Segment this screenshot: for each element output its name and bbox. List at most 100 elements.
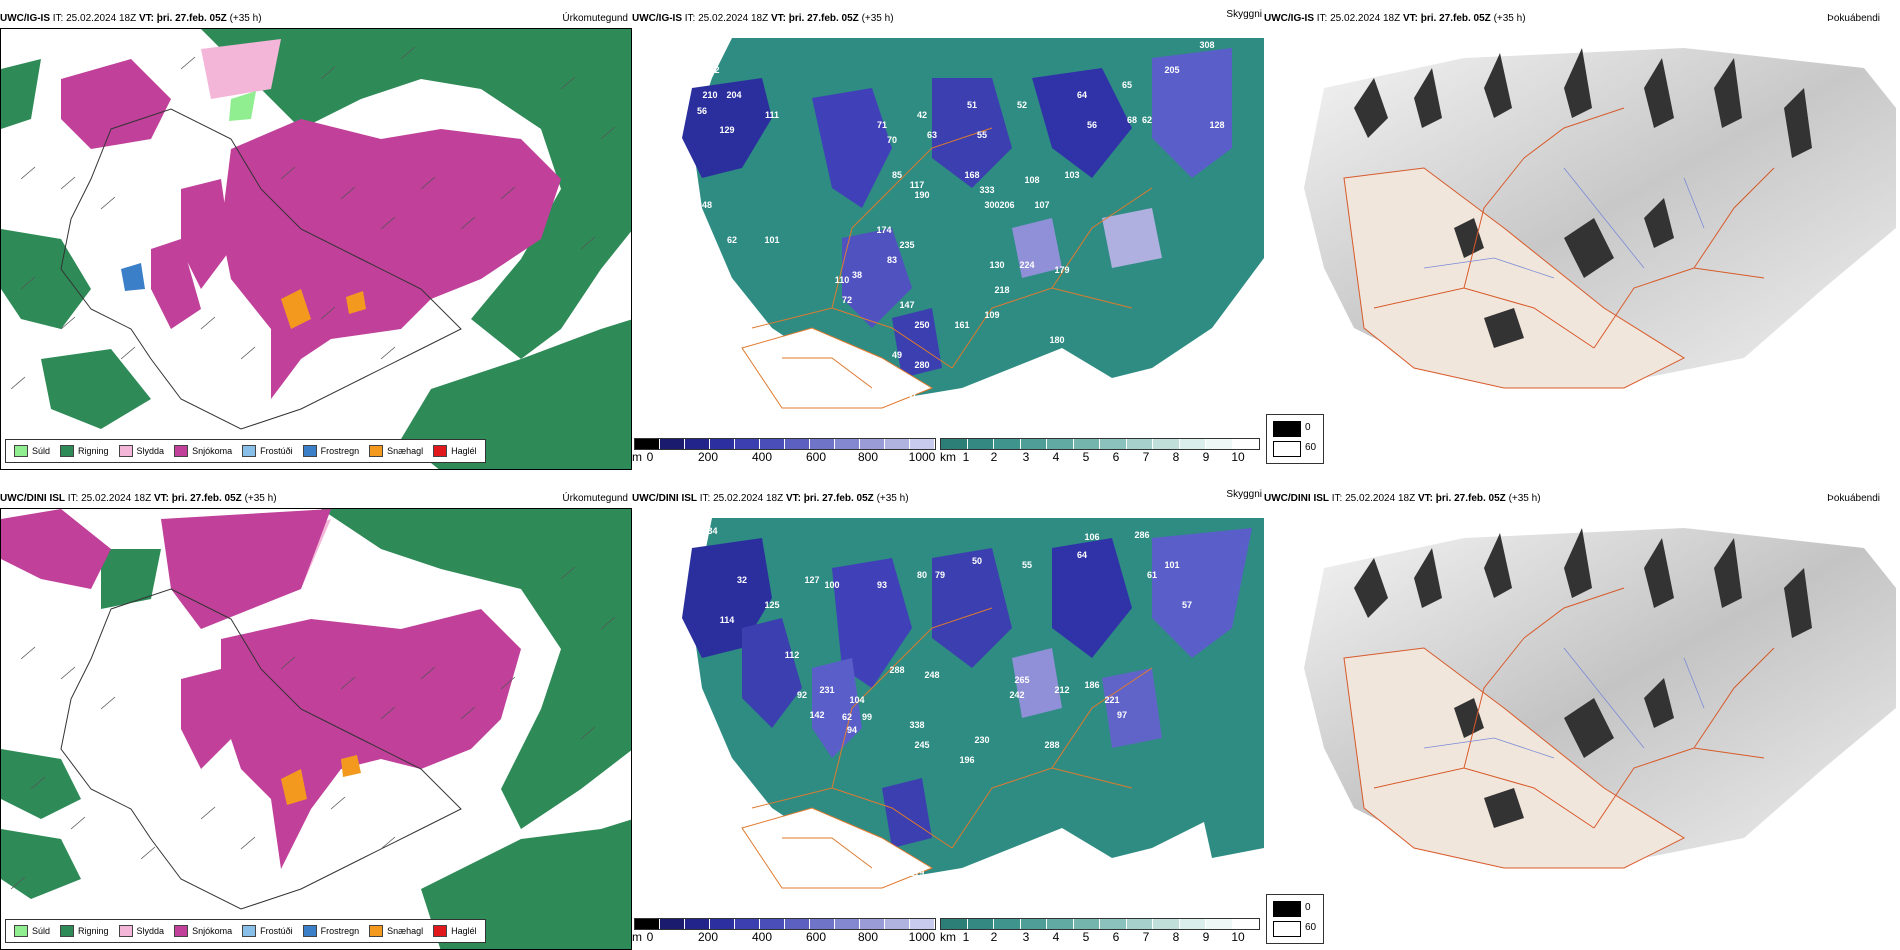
visibility-colorbar: m 0 200 400 600 800 1000 km 1 2 3 4 5 6 … — [632, 918, 1264, 948]
svg-text:112: 112 — [785, 650, 800, 660]
svg-text:125: 125 — [764, 600, 779, 610]
colorbar-tick: 6 — [1112, 930, 1120, 944]
colorbar-tick: 0 — [646, 450, 654, 464]
fog-label-high: 0 — [1305, 902, 1311, 913]
fog-map — [1264, 508, 1896, 950]
panel-title: Þokuábendi — [1827, 493, 1880, 504]
init-time-label: IT: — [1316, 13, 1328, 24]
lead-time: (+35 h) — [876, 493, 909, 504]
colorbar-tick: 2 — [990, 450, 998, 464]
legend-label: Rigning — [78, 446, 109, 456]
colorbar-tick: 6 — [1112, 450, 1120, 464]
panel-header: UWC/IG-IS IT: 25.02.2024 18Z VT: þri. 27… — [1264, 10, 1896, 28]
svg-text:119: 119 — [910, 868, 925, 878]
svg-text:103: 103 — [1064, 170, 1079, 180]
svg-text:94: 94 — [847, 725, 857, 735]
legend-swatch — [118, 925, 133, 937]
init-time-label: IT: — [52, 13, 64, 24]
svg-text:196: 196 — [959, 755, 974, 765]
svg-text:308: 308 — [1199, 40, 1214, 50]
colorbar-tick: 5 — [1082, 450, 1090, 464]
legend-swatch — [174, 925, 189, 937]
fog-label-low: 60 — [1305, 442, 1317, 453]
svg-text:161: 161 — [954, 320, 969, 330]
svg-text:117: 117 — [910, 180, 925, 190]
svg-text:288: 288 — [889, 665, 904, 675]
model-name: UWC/IG-IS — [1264, 13, 1314, 24]
colorbar-tick: 1 — [962, 930, 970, 944]
svg-text:65: 65 — [1122, 80, 1132, 90]
legend-item: Snjókoma — [174, 445, 232, 457]
colorbar-tick: 7 — [1142, 450, 1150, 464]
svg-text:101: 101 — [764, 235, 779, 245]
legend-swatch — [60, 445, 75, 457]
legend-label: Snjókoma — [192, 446, 233, 456]
svg-text:114: 114 — [720, 615, 735, 625]
svg-text:111: 111 — [765, 110, 779, 120]
svg-text:333: 333 — [979, 185, 994, 195]
precip-type-panel-2: UWC/DINI ISL IT: 25.02.2024 18Z VT: þri.… — [0, 490, 632, 950]
svg-text:100: 100 — [824, 580, 839, 590]
svg-text:32: 32 — [737, 575, 747, 585]
svg-text:50: 50 — [972, 556, 982, 566]
legend-label: Rigning — [78, 926, 109, 936]
svg-text:107: 107 — [1034, 200, 1049, 210]
legend-item: Rigning — [60, 925, 109, 937]
lead-time: (+35 h) — [1508, 493, 1541, 504]
svg-text:221: 221 — [1104, 695, 1119, 705]
init-time: 25.02.2024 18Z — [1345, 493, 1416, 504]
svg-text:212: 212 — [1054, 685, 1069, 695]
fog-legend: 0 60 — [1266, 894, 1324, 944]
legend-label: Súld — [32, 926, 51, 936]
visibility-km-bar — [940, 438, 1260, 450]
colorbar-tick: 1000 — [908, 450, 936, 464]
svg-text:64: 64 — [1077, 90, 1087, 100]
colorbar-tick: 200 — [697, 450, 719, 464]
valid-time-label: VT: — [138, 13, 154, 24]
svg-text:92: 92 — [797, 690, 807, 700]
fog-map — [1264, 28, 1896, 470]
svg-text:218: 218 — [994, 285, 1009, 295]
legend-swatch — [433, 925, 448, 937]
svg-text:147: 147 — [899, 300, 914, 310]
svg-text:42: 42 — [917, 110, 927, 120]
svg-text:56: 56 — [1087, 120, 1097, 130]
colorbar-tick: 8 — [1172, 930, 1180, 944]
svg-text:51: 51 — [967, 100, 977, 110]
colorbar-tick: 2 — [990, 930, 998, 944]
model-name: UWC/IG-IS — [632, 13, 682, 24]
legend-swatch — [433, 445, 448, 457]
svg-text:38: 38 — [852, 270, 862, 280]
svg-text:101: 101 — [1164, 560, 1179, 570]
legend-label: Snæhagl — [387, 446, 424, 456]
legend-label: Snjókoma — [192, 926, 233, 936]
svg-text:272: 272 — [704, 65, 719, 75]
colorbar-tick: 600 — [805, 930, 827, 944]
svg-text:300: 300 — [984, 200, 999, 210]
valid-time-label: VT: — [1402, 13, 1418, 24]
svg-text:63: 63 — [927, 130, 937, 140]
panel-title: Skyggni — [1226, 9, 1262, 20]
precip-type-legend: Súld Rigning Slydda Snjókoma Frostúði Fr… — [5, 919, 486, 943]
legend-item: Snæhagl — [369, 445, 423, 457]
svg-text:99: 99 — [862, 712, 872, 722]
colorbar-tick: 7 — [1142, 930, 1150, 944]
valid-time: þri. 27.feb. 05Z — [1435, 493, 1506, 504]
svg-text:242: 242 — [1009, 690, 1024, 700]
svg-text:288: 288 — [1044, 740, 1059, 750]
panel-header: UWC/DINI ISL IT: 25.02.2024 18Z VT: þri.… — [632, 490, 1264, 508]
model-name: UWC/DINI ISL — [1264, 493, 1329, 504]
legend-swatch — [369, 925, 384, 937]
colorbar-tick: 400 — [751, 450, 773, 464]
valid-time: þri. 27.feb. 05Z — [1420, 13, 1491, 24]
model-name: UWC/DINI ISL — [0, 493, 65, 504]
init-time-label: IT: — [1331, 493, 1343, 504]
init-time-label: IT: — [684, 13, 696, 24]
visibility-map: 272 210 204 56 129 111 71 70 42 63 51 52 64 65 205… — [632, 28, 1264, 434]
legend-label: Slydda — [136, 926, 165, 936]
init-time: 25.02.2024 18Z — [66, 13, 137, 24]
init-time-label: IT: — [67, 493, 79, 504]
fog-panel-1: UWC/IG-IS IT: 25.02.2024 18Z VT: þri. 27… — [1264, 10, 1896, 470]
svg-text:48: 48 — [702, 200, 712, 210]
